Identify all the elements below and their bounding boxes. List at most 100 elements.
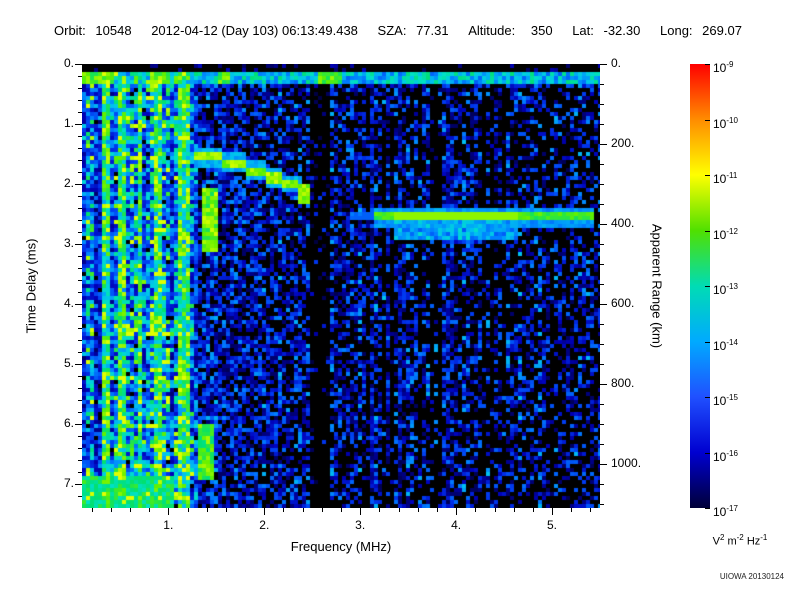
lat-label: Lat: bbox=[572, 23, 594, 38]
credit-text: UIOWA 20130124 bbox=[719, 572, 784, 581]
x-minor-tick bbox=[379, 508, 381, 512]
y-major-tick bbox=[75, 64, 82, 65]
colorbar-unit-label: V2 m-2 Hz-1 bbox=[712, 533, 768, 548]
x-minor-tick bbox=[283, 508, 285, 512]
sza-label: SZA: bbox=[377, 23, 407, 38]
y2-minor-tick bbox=[600, 504, 604, 505]
orbit-value: 10548 bbox=[95, 23, 132, 38]
y-major-tick bbox=[75, 424, 82, 425]
y-major-tick bbox=[75, 484, 82, 485]
x-minor-tick bbox=[149, 508, 151, 512]
x-major-tick bbox=[360, 508, 362, 515]
y2-minor-tick bbox=[600, 404, 604, 405]
y2-minor-tick bbox=[600, 204, 604, 205]
x-minor-tick bbox=[513, 508, 515, 512]
lat-value: -32.30 bbox=[603, 23, 641, 38]
y2-minor-tick bbox=[600, 324, 604, 325]
colorbar-tick bbox=[705, 508, 710, 509]
x-minor-tick bbox=[302, 508, 304, 512]
y2-minor-tick bbox=[600, 424, 604, 425]
x-minor-tick bbox=[91, 508, 93, 512]
y-tick-label: 7. bbox=[63, 476, 74, 490]
y2-major-tick bbox=[600, 144, 607, 145]
colorbar-gradient bbox=[690, 64, 710, 508]
spectrogram-plot bbox=[82, 64, 600, 508]
datetime-value: 2012-04-12 (Day 103) 06:13:49.438 bbox=[151, 23, 358, 38]
y-tick-label: 4. bbox=[63, 296, 74, 310]
y2-minor-tick bbox=[600, 84, 604, 85]
x-major-tick bbox=[456, 508, 458, 515]
y-major-tick bbox=[75, 184, 82, 185]
x-major-tick bbox=[552, 508, 553, 515]
y-tick-label: 3. bbox=[63, 236, 74, 250]
sza-value: 77.31 bbox=[416, 23, 449, 38]
y2-tick-label: 1000. bbox=[611, 456, 642, 470]
x-major-tick bbox=[168, 508, 170, 515]
x-minor-tick bbox=[590, 508, 592, 512]
x-axis-title: Frequency (MHz) bbox=[290, 539, 392, 554]
y2-major-tick bbox=[600, 384, 607, 385]
header-info: Orbit: 10548 2012-04-12 (Day 103) 06:13:… bbox=[54, 23, 742, 38]
y2-minor-tick bbox=[600, 104, 604, 105]
colorbar-tick-label: 10-12 bbox=[713, 226, 738, 242]
x-minor-tick bbox=[341, 508, 342, 512]
long-value: 269.07 bbox=[702, 23, 742, 38]
y-axis-title: Time Delay (ms) bbox=[23, 238, 39, 334]
x-minor-tick bbox=[494, 508, 496, 512]
x-minor-tick bbox=[206, 508, 208, 512]
x-minor-tick bbox=[225, 508, 227, 512]
y2-tick-label: 0. bbox=[611, 56, 622, 70]
y2-minor-tick bbox=[600, 284, 604, 285]
x-minor-tick bbox=[475, 508, 477, 512]
y2-major-tick bbox=[600, 304, 607, 305]
x-minor-tick bbox=[110, 508, 112, 512]
y2-major-tick bbox=[600, 64, 607, 65]
x-minor-tick bbox=[245, 508, 247, 512]
x-minor-tick bbox=[321, 508, 323, 512]
y2-axis-title: Apparent Range (km) bbox=[649, 223, 665, 349]
x-minor-tick bbox=[130, 508, 131, 512]
y2-minor-tick bbox=[600, 344, 604, 345]
altitude-value: 350 bbox=[530, 23, 553, 38]
altitude-label: Altitude: bbox=[468, 23, 516, 38]
colorbar-tick-label: 10-15 bbox=[713, 393, 738, 408]
x-tick-label: 1. bbox=[163, 518, 174, 532]
y2-tick-label: 400. bbox=[611, 216, 635, 230]
y2-tick-label: 800. bbox=[611, 376, 635, 390]
y2-tick-label: 200. bbox=[611, 136, 635, 150]
y-tick-label: 2. bbox=[63, 176, 74, 190]
y-tick-label: 5. bbox=[63, 356, 74, 370]
y-major-tick bbox=[75, 244, 82, 245]
y2-minor-tick bbox=[600, 444, 604, 445]
colorbar-tick-label: 10-17 bbox=[713, 504, 738, 519]
y-major-tick bbox=[75, 124, 82, 125]
y2-major-tick bbox=[600, 464, 607, 465]
colorbar-tick-label: 10-9 bbox=[713, 60, 734, 75]
y-tick-label: 6. bbox=[63, 416, 74, 430]
y-tick-label: 0. bbox=[63, 56, 74, 70]
y2-minor-tick bbox=[600, 264, 604, 265]
x-major-tick bbox=[264, 508, 266, 515]
x-tick-label: 2. bbox=[259, 518, 270, 532]
colorbar-tick-label: 10-13 bbox=[713, 282, 738, 297]
x-minor-tick bbox=[417, 508, 419, 512]
spectrogram-canvas bbox=[82, 64, 600, 508]
y2-minor-tick bbox=[600, 484, 604, 485]
colorbar-tick-label: 10-16 bbox=[713, 448, 738, 464]
x-tick-label: 4. bbox=[451, 518, 462, 532]
colorbar-tick-label: 10-10 bbox=[713, 115, 738, 131]
y-tick-label: 1. bbox=[63, 116, 74, 130]
y2-major-tick bbox=[600, 224, 607, 225]
y2-tick-label: 600. bbox=[611, 296, 635, 310]
x-minor-tick bbox=[398, 508, 400, 512]
y2-minor-tick bbox=[600, 164, 604, 165]
colorbar-tick-label: 10-14 bbox=[713, 337, 738, 353]
x-minor-tick bbox=[187, 508, 189, 512]
y-major-tick bbox=[75, 364, 82, 365]
y2-minor-tick bbox=[600, 184, 604, 185]
y2-minor-tick bbox=[600, 364, 604, 365]
y2-minor-tick bbox=[600, 124, 604, 125]
x-tick-label: 5. bbox=[546, 518, 557, 532]
x-minor-tick bbox=[532, 508, 534, 512]
